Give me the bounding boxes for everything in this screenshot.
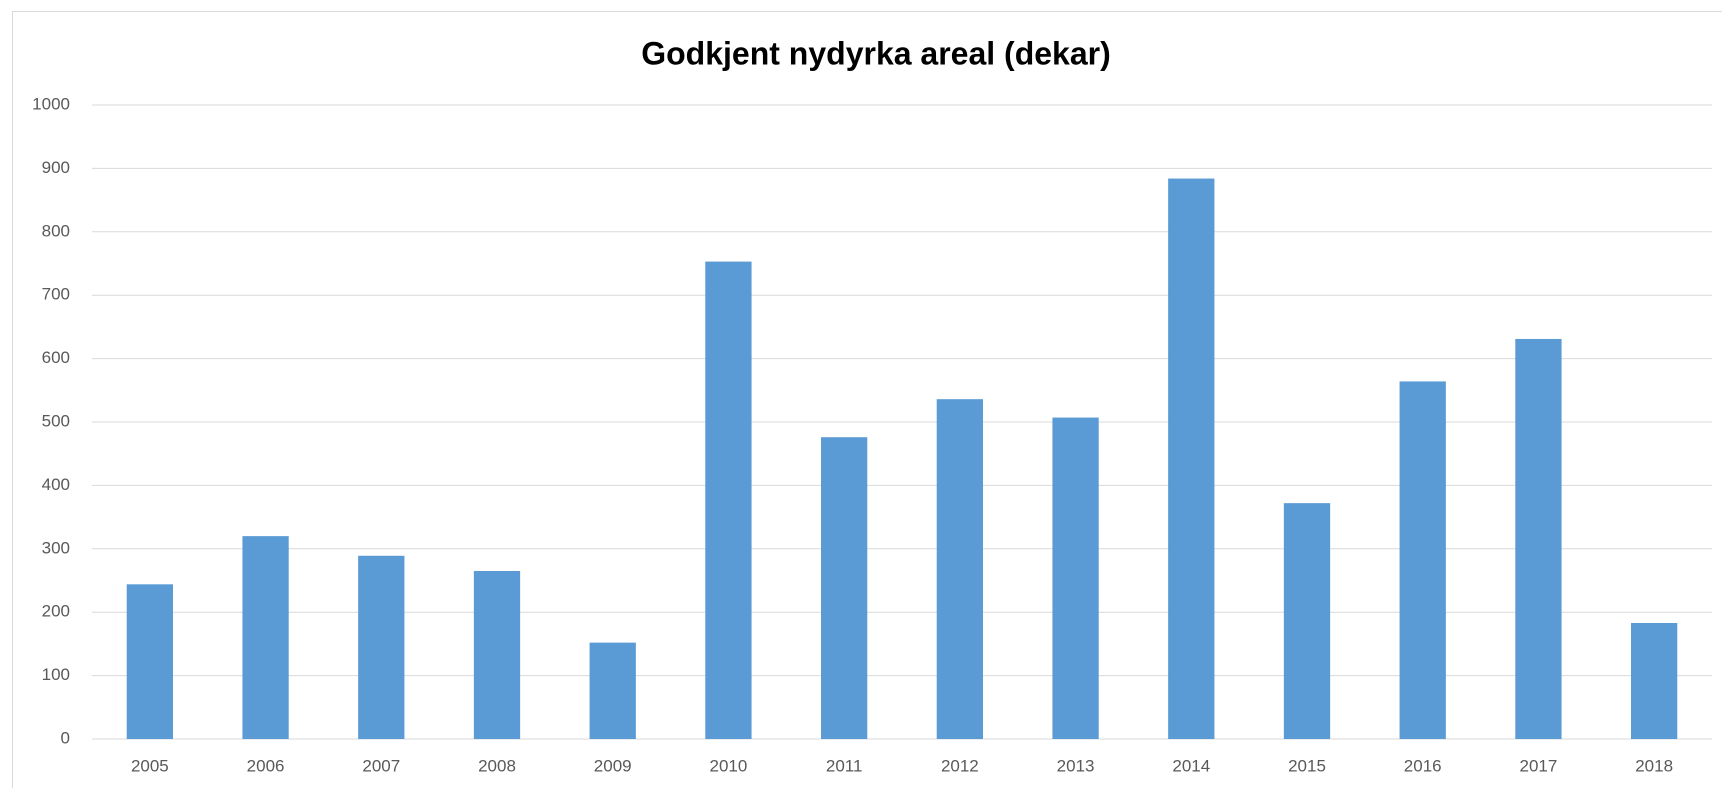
x-tick-label: 2007 — [362, 756, 400, 775]
x-tick-label: 2012 — [941, 756, 979, 775]
y-tick-label: 0 — [61, 728, 70, 747]
y-tick-label: 200 — [42, 602, 70, 621]
y-tick-label: 300 — [42, 538, 70, 557]
bar — [1283, 503, 1331, 739]
bar — [1052, 417, 1099, 739]
x-tick-label: 2010 — [710, 756, 748, 775]
x-tick-label: 2016 — [1404, 756, 1442, 775]
bar — [705, 261, 752, 739]
bar — [126, 584, 173, 739]
bar — [473, 570, 521, 739]
bar — [1631, 622, 1678, 739]
bar — [589, 642, 636, 739]
x-tick-label: 2006 — [247, 756, 285, 775]
x-tick-label: 2015 — [1288, 756, 1326, 775]
x-tick-label: 2013 — [1057, 756, 1095, 775]
x-tick-label: 2014 — [1172, 756, 1210, 775]
x-tick-label: 2008 — [478, 756, 516, 775]
y-tick-label: 600 — [42, 348, 70, 367]
y-tick-label: 800 — [42, 221, 70, 240]
x-tick-label: 2018 — [1635, 756, 1673, 775]
x-tick-label: 2017 — [1520, 756, 1558, 775]
y-tick-label: 1000 — [32, 94, 70, 113]
y-tick-label: 700 — [42, 285, 70, 304]
y-tick-label: 100 — [42, 665, 70, 684]
x-tick-label: 2011 — [826, 756, 863, 775]
y-tick-label: 500 — [42, 411, 70, 430]
bar — [242, 536, 289, 739]
bar — [821, 437, 868, 739]
bar — [358, 555, 405, 739]
bar — [1515, 338, 1562, 739]
x-tick-label: 2009 — [594, 756, 632, 775]
bar — [1399, 381, 1446, 739]
y-tick-label: 400 — [42, 475, 70, 494]
x-tick-label: 2005 — [131, 756, 169, 775]
bar — [936, 399, 983, 739]
y-tick-label: 900 — [42, 158, 70, 177]
bar — [1168, 178, 1215, 739]
chart-title: Godkjent nydyrka areal (dekar) — [641, 35, 1111, 71]
